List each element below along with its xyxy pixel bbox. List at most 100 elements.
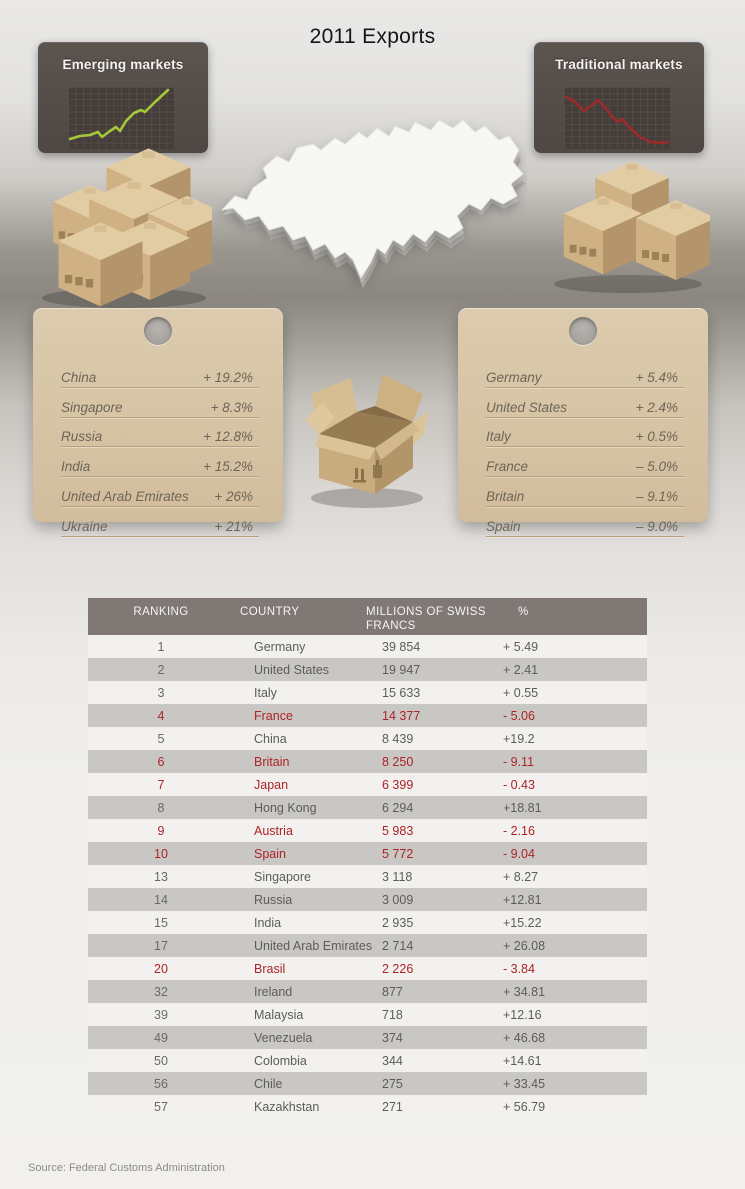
cell-ranking: 13 — [154, 869, 168, 884]
cell-ranking: 15 — [154, 915, 168, 930]
traditional-trend-chart-icon — [564, 87, 670, 149]
cell-value: 14 377 — [382, 708, 421, 723]
header-millions: MILLIONS OF SWISS FRANCS — [366, 606, 486, 632]
cell-percent: +15.22 — [503, 915, 542, 930]
market-change: + 0.5% — [635, 429, 678, 445]
header-country: COUNTRY — [240, 606, 300, 618]
cell-percent: - 9.04 — [503, 846, 535, 861]
market-list-item: Britain – 9.1% — [486, 477, 684, 507]
cell-value: 39 854 — [382, 639, 421, 654]
open-cardboard-box-icon — [305, 374, 429, 508]
market-list-item: China + 19.2% — [61, 358, 259, 388]
switzerland-map — [221, 119, 525, 288]
cell-percent: + 26.08 — [503, 938, 546, 953]
cell-value: 2 935 — [382, 915, 414, 930]
table-row: 13 Singapore 3 118 + 8.27 — [88, 865, 647, 888]
cell-percent: + 34.81 — [503, 984, 546, 999]
cell-value: 6 399 — [382, 777, 414, 792]
cell-value: 8 250 — [382, 754, 414, 769]
cell-ranking: 4 — [157, 708, 165, 723]
cell-country: Italy — [254, 685, 277, 700]
cell-country: India — [254, 915, 282, 930]
cell-ranking: 20 — [154, 961, 168, 976]
table-row: 56 Chile 275 + 33.45 — [88, 1072, 647, 1095]
cell-ranking: 39 — [154, 1007, 168, 1022]
cell-country: Singapore — [254, 869, 311, 884]
cell-country: United States — [254, 662, 330, 677]
cell-percent: +14.61 — [503, 1053, 542, 1068]
table-row: 1 Germany 39 854 + 5.49 — [88, 635, 647, 658]
table-row: 3 Italy 15 633 + 0.55 — [88, 681, 647, 704]
traditional-markets-label: Traditional markets — [555, 57, 683, 72]
cell-country: Japan — [254, 777, 289, 792]
cell-percent: +12.81 — [503, 892, 542, 907]
market-change: + 15.2% — [203, 459, 253, 475]
exports-ranking-table: RANKING COUNTRY MILLIONS OF SWISS FRANCS… — [88, 598, 647, 1118]
cell-country: United Arab Emirates — [254, 938, 373, 953]
table-row: 8 Hong Kong 6 294 +18.81 — [88, 796, 647, 819]
cell-percent: + 56.79 — [503, 1099, 546, 1114]
market-change: – 9.1% — [635, 488, 678, 504]
market-change: + 21% — [214, 518, 253, 534]
market-list-item: Singapore + 8.3% — [61, 388, 259, 418]
table-row: 49 Venezuela 374 + 46.68 — [88, 1026, 647, 1049]
market-list-item: United States + 2.4% — [486, 388, 684, 418]
traditional-markets-list-card: Germany + 5.4% United States + 2.4% Italy + 0… — [458, 308, 708, 537]
table-body: 1 Germany 39 854 + 5.49 2 United States 19 947… — [88, 635, 647, 1118]
cell-ranking: 6 — [157, 754, 165, 769]
cell-ranking: 10 — [154, 846, 168, 861]
cell-percent: + 46.68 — [503, 1030, 546, 1045]
table-row: 15 India 2 935 +15.22 — [88, 911, 647, 934]
cell-country: Spain — [254, 846, 286, 861]
table-row: 2 United States 19 947 + 2.41 — [88, 658, 647, 681]
cell-ranking: 2 — [157, 662, 165, 677]
cell-ranking: 49 — [154, 1030, 168, 1045]
cell-percent: +19.2 — [503, 731, 535, 746]
emerging-trend-chart-icon — [68, 87, 174, 149]
market-change: + 2.4% — [635, 399, 678, 415]
market-list-item: Russia + 12.8% — [61, 418, 259, 448]
cell-country: Russia — [254, 892, 293, 907]
cell-percent: - 2.16 — [503, 823, 535, 838]
cell-percent: - 0.43 — [503, 777, 535, 792]
cell-ranking: 1 — [157, 639, 165, 654]
cell-ranking: 50 — [154, 1053, 168, 1068]
table-row: 9 Austria 5 983 - 2.16 — [88, 819, 647, 842]
cell-percent: - 5.06 — [503, 708, 535, 723]
cell-value: 877 — [382, 984, 403, 999]
cell-percent: +12.16 — [503, 1007, 542, 1022]
emerging-markets-panel: Emerging markets — [38, 42, 208, 153]
source-note: Source: Federal Customs Administration — [28, 1162, 225, 1174]
market-list-item: France – 5.0% — [486, 447, 684, 478]
cell-percent: + 5.49 — [503, 639, 539, 654]
table-row: 4 France 14 377 - 5.06 — [88, 704, 647, 727]
cell-ranking: 56 — [154, 1076, 168, 1091]
market-country: India — [61, 459, 91, 475]
traditional-markets-panel: Traditional markets — [534, 42, 704, 153]
cell-ranking: 7 — [157, 777, 165, 792]
cell-percent: +18.81 — [503, 800, 542, 815]
market-country: United States — [486, 399, 568, 415]
table-row: 39 Malaysia 718 +12.16 — [88, 1003, 647, 1026]
cell-value: 344 — [382, 1053, 403, 1068]
cell-country: Malaysia — [254, 1007, 304, 1022]
emerging-markets-list-card: China + 19.2% Singapore + 8.3% Russia + 12.8%… — [33, 308, 283, 537]
cell-percent: + 2.41 — [503, 662, 539, 677]
cell-ranking: 17 — [154, 938, 168, 953]
cell-country: Ireland — [254, 984, 293, 999]
market-change: – 9.0% — [635, 518, 678, 534]
market-change: + 12.8% — [203, 429, 253, 445]
cell-country: Hong Kong — [254, 800, 317, 815]
cell-value: 5 983 — [382, 823, 414, 838]
header-ranking: RANKING — [133, 606, 189, 618]
table-row: 6 Britain 8 250 - 9.11 — [88, 750, 647, 773]
cell-value: 5 772 — [382, 846, 414, 861]
cell-value: 2 714 — [382, 938, 414, 953]
table-row: 10 Spain 5 772 - 9.04 — [88, 842, 647, 865]
cell-value: 3 009 — [382, 892, 414, 907]
table-row: 5 China 8 439 +19.2 — [88, 727, 647, 750]
cell-country: France — [254, 708, 293, 723]
market-list-item: Ukraine + 21% — [61, 507, 259, 537]
cell-value: 15 633 — [382, 685, 421, 700]
cell-country: Germany — [254, 639, 306, 654]
